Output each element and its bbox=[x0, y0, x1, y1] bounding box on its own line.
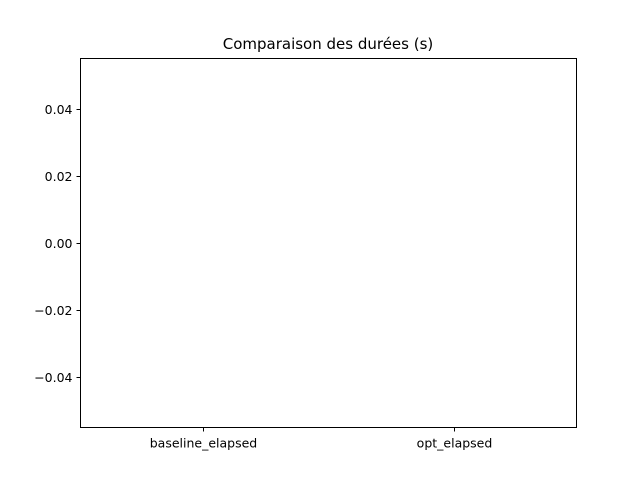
x-tick-label: opt_elapsed bbox=[417, 436, 493, 451]
y-axis-ticks: −0.04 −0.02 0.00 0.02 0.04 bbox=[34, 102, 81, 385]
x-axis-ticks: baseline_elapsed opt_elapsed bbox=[150, 427, 493, 451]
y-tick-label: −0.02 bbox=[34, 303, 72, 318]
y-tick-label: 0.00 bbox=[45, 236, 73, 251]
y-tick-label: 0.02 bbox=[45, 169, 73, 184]
x-tick-label: baseline_elapsed bbox=[150, 436, 258, 451]
chart-title: Comparaison des durées (s) bbox=[223, 35, 434, 53]
plot-area-frame bbox=[80, 58, 577, 428]
y-tick-label: −0.04 bbox=[34, 370, 72, 385]
y-tick-label: 0.04 bbox=[45, 102, 73, 117]
